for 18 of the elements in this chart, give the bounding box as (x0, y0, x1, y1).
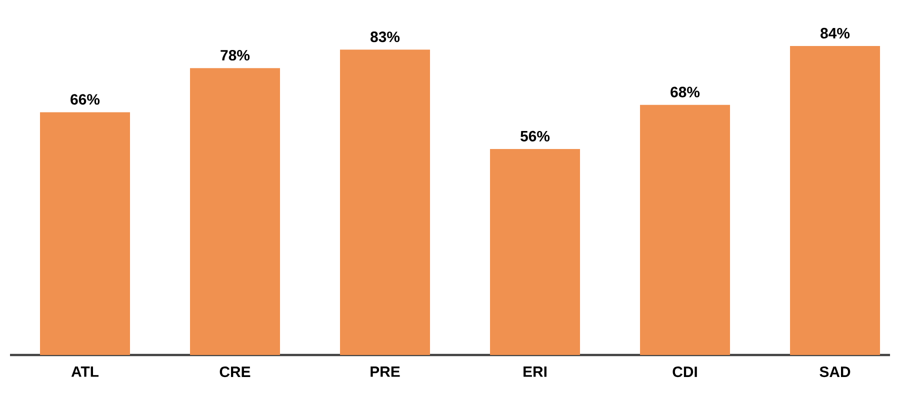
x-tick-label: PRE (370, 366, 400, 377)
x-tick-label: CDI (672, 366, 697, 378)
data-label: 83% (370, 32, 400, 42)
x-tick-label: ATL (71, 366, 99, 377)
x-tick-label: CRE (220, 366, 250, 378)
bar (340, 50, 430, 355)
data-label: 84% (820, 28, 850, 38)
bar (190, 68, 280, 355)
bar (490, 149, 580, 355)
bar (40, 112, 130, 355)
data-label: 78% (220, 50, 250, 61)
bar (790, 46, 880, 355)
data-label: 66% (70, 94, 100, 105)
x-tick-label: ERI (524, 366, 546, 377)
x-tick-label: SAD (820, 366, 850, 378)
data-label: 56% (520, 130, 550, 142)
bar (640, 104, 730, 355)
data-label: 68% (670, 86, 700, 98)
